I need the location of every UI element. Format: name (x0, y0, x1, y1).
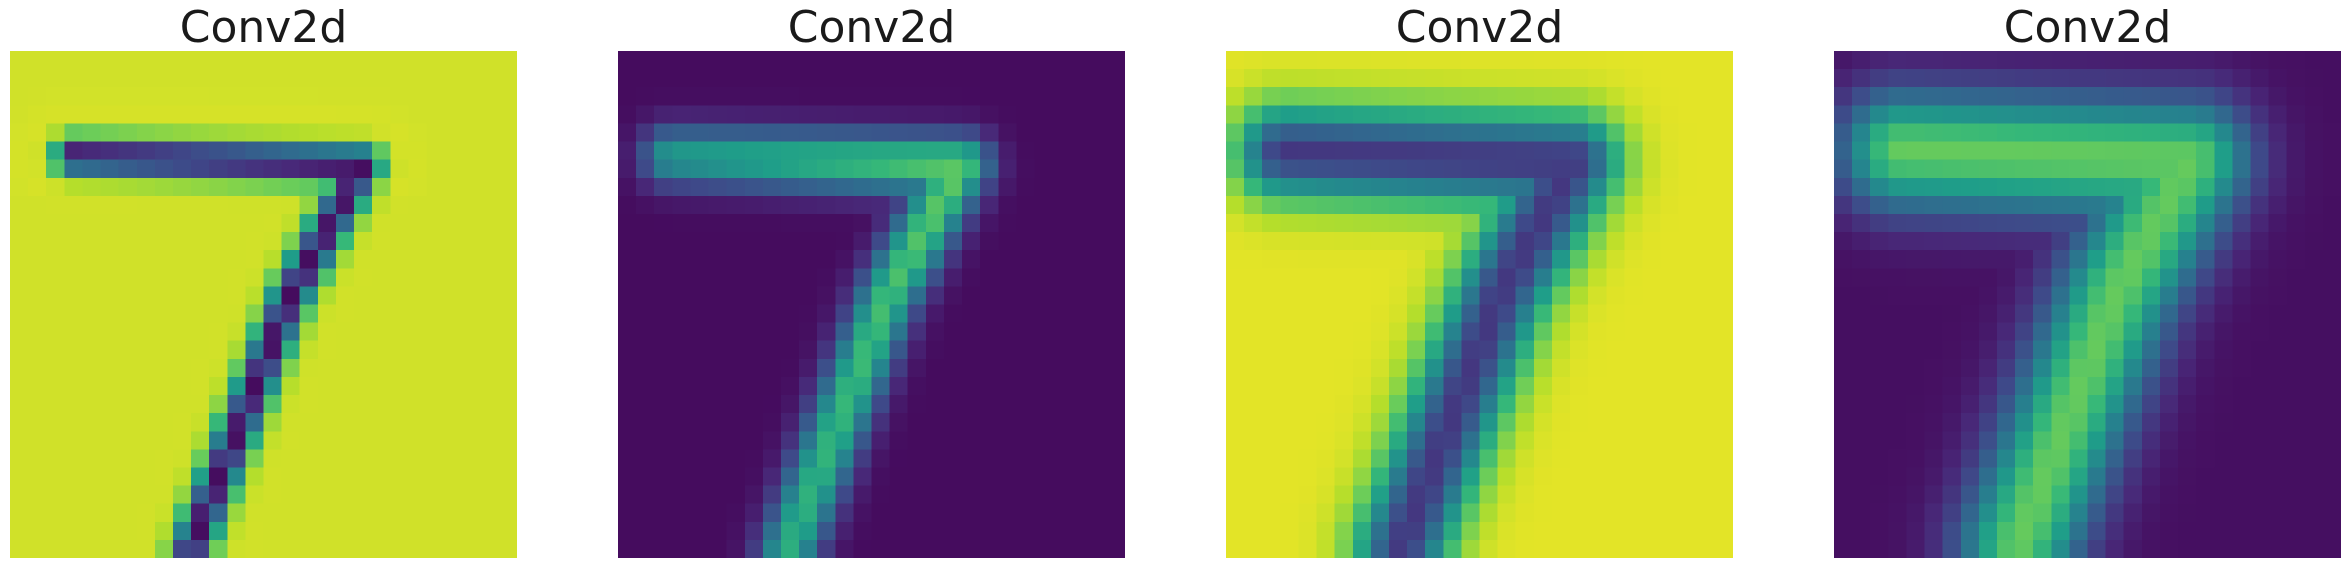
feature-map-heatmap (1834, 51, 2341, 558)
feature-map-panel-2: Conv2d (618, 0, 1125, 567)
feature-map-heatmap (618, 51, 1125, 558)
panel-title: Conv2d (2003, 2, 2172, 53)
feature-map-heatmap (1226, 51, 1733, 558)
panel-title: Conv2d (787, 2, 956, 53)
feature-map-heatmap (10, 51, 517, 558)
panel-title: Conv2d (179, 2, 348, 53)
feature-map-panel-4: Conv2d (1834, 0, 2341, 567)
panel-title: Conv2d (1395, 2, 1564, 53)
feature-map-panel-3: Conv2d (1226, 0, 1733, 567)
feature-map-panel-1: Conv2d (10, 0, 517, 567)
